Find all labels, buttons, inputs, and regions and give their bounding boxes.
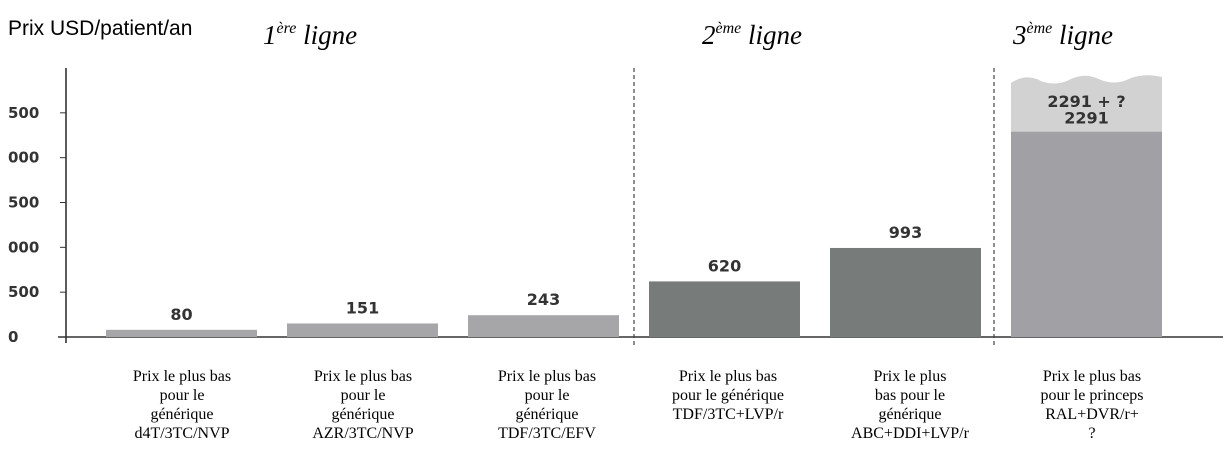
category-label: Prix le plus bas pour le générique d4T/3TC/… [133,368,231,442]
y-tick-label: 500 [8,283,39,301]
value-label: 2291 [1064,109,1109,128]
y-tick-label: 000 [8,149,39,167]
y-tick-labels: 0 500 000 500 000 500 [8,104,66,346]
value-label: 80 [170,305,192,324]
value-label: 620 [708,256,741,275]
value-label: 151 [346,298,379,317]
category-label: Prix le plus bas pour le générique TDF/3TC/… [498,368,596,442]
category-label: Prix le plus bas pour le générique TDF/3TC… [672,368,784,423]
y-axis-title: Prix USD/patient/an [8,17,192,40]
bar [649,281,800,337]
extension-label: 2291 + ? [1047,92,1125,111]
bar [468,315,619,337]
value-label: 243 [527,290,560,309]
bar [1011,131,1162,337]
category-label: Prix le plus bas pour le princeps RAL+DVR/… [1040,368,1143,442]
value-label: 993 [889,223,922,242]
category-labels: Prix le plus bas pour le générique d4T/3TC/… [133,368,1144,442]
y-tick-label: 500 [8,104,39,122]
y-tick-label: 0 [8,328,18,346]
group-label-1: 1ère ligne [263,20,357,50]
bar [106,329,257,337]
category-label: Prix le plus bas pour le générique AZR/3TC/… [312,368,413,442]
bars [106,75,1162,337]
category-label: Prix le plus bas pour le générique ABC+DDI+… [851,368,970,442]
bar [287,323,438,337]
y-tick-label: 500 [8,194,39,212]
bar-extension [1011,75,1162,132]
bar [830,247,981,337]
group-labels: 1ère ligne 2ème ligne 3ème ligne [263,20,1113,50]
group-label-3: 3ème ligne [1012,20,1113,50]
y-tick-label: 000 [8,238,39,256]
group-label-2: 2ème ligne [702,20,802,50]
